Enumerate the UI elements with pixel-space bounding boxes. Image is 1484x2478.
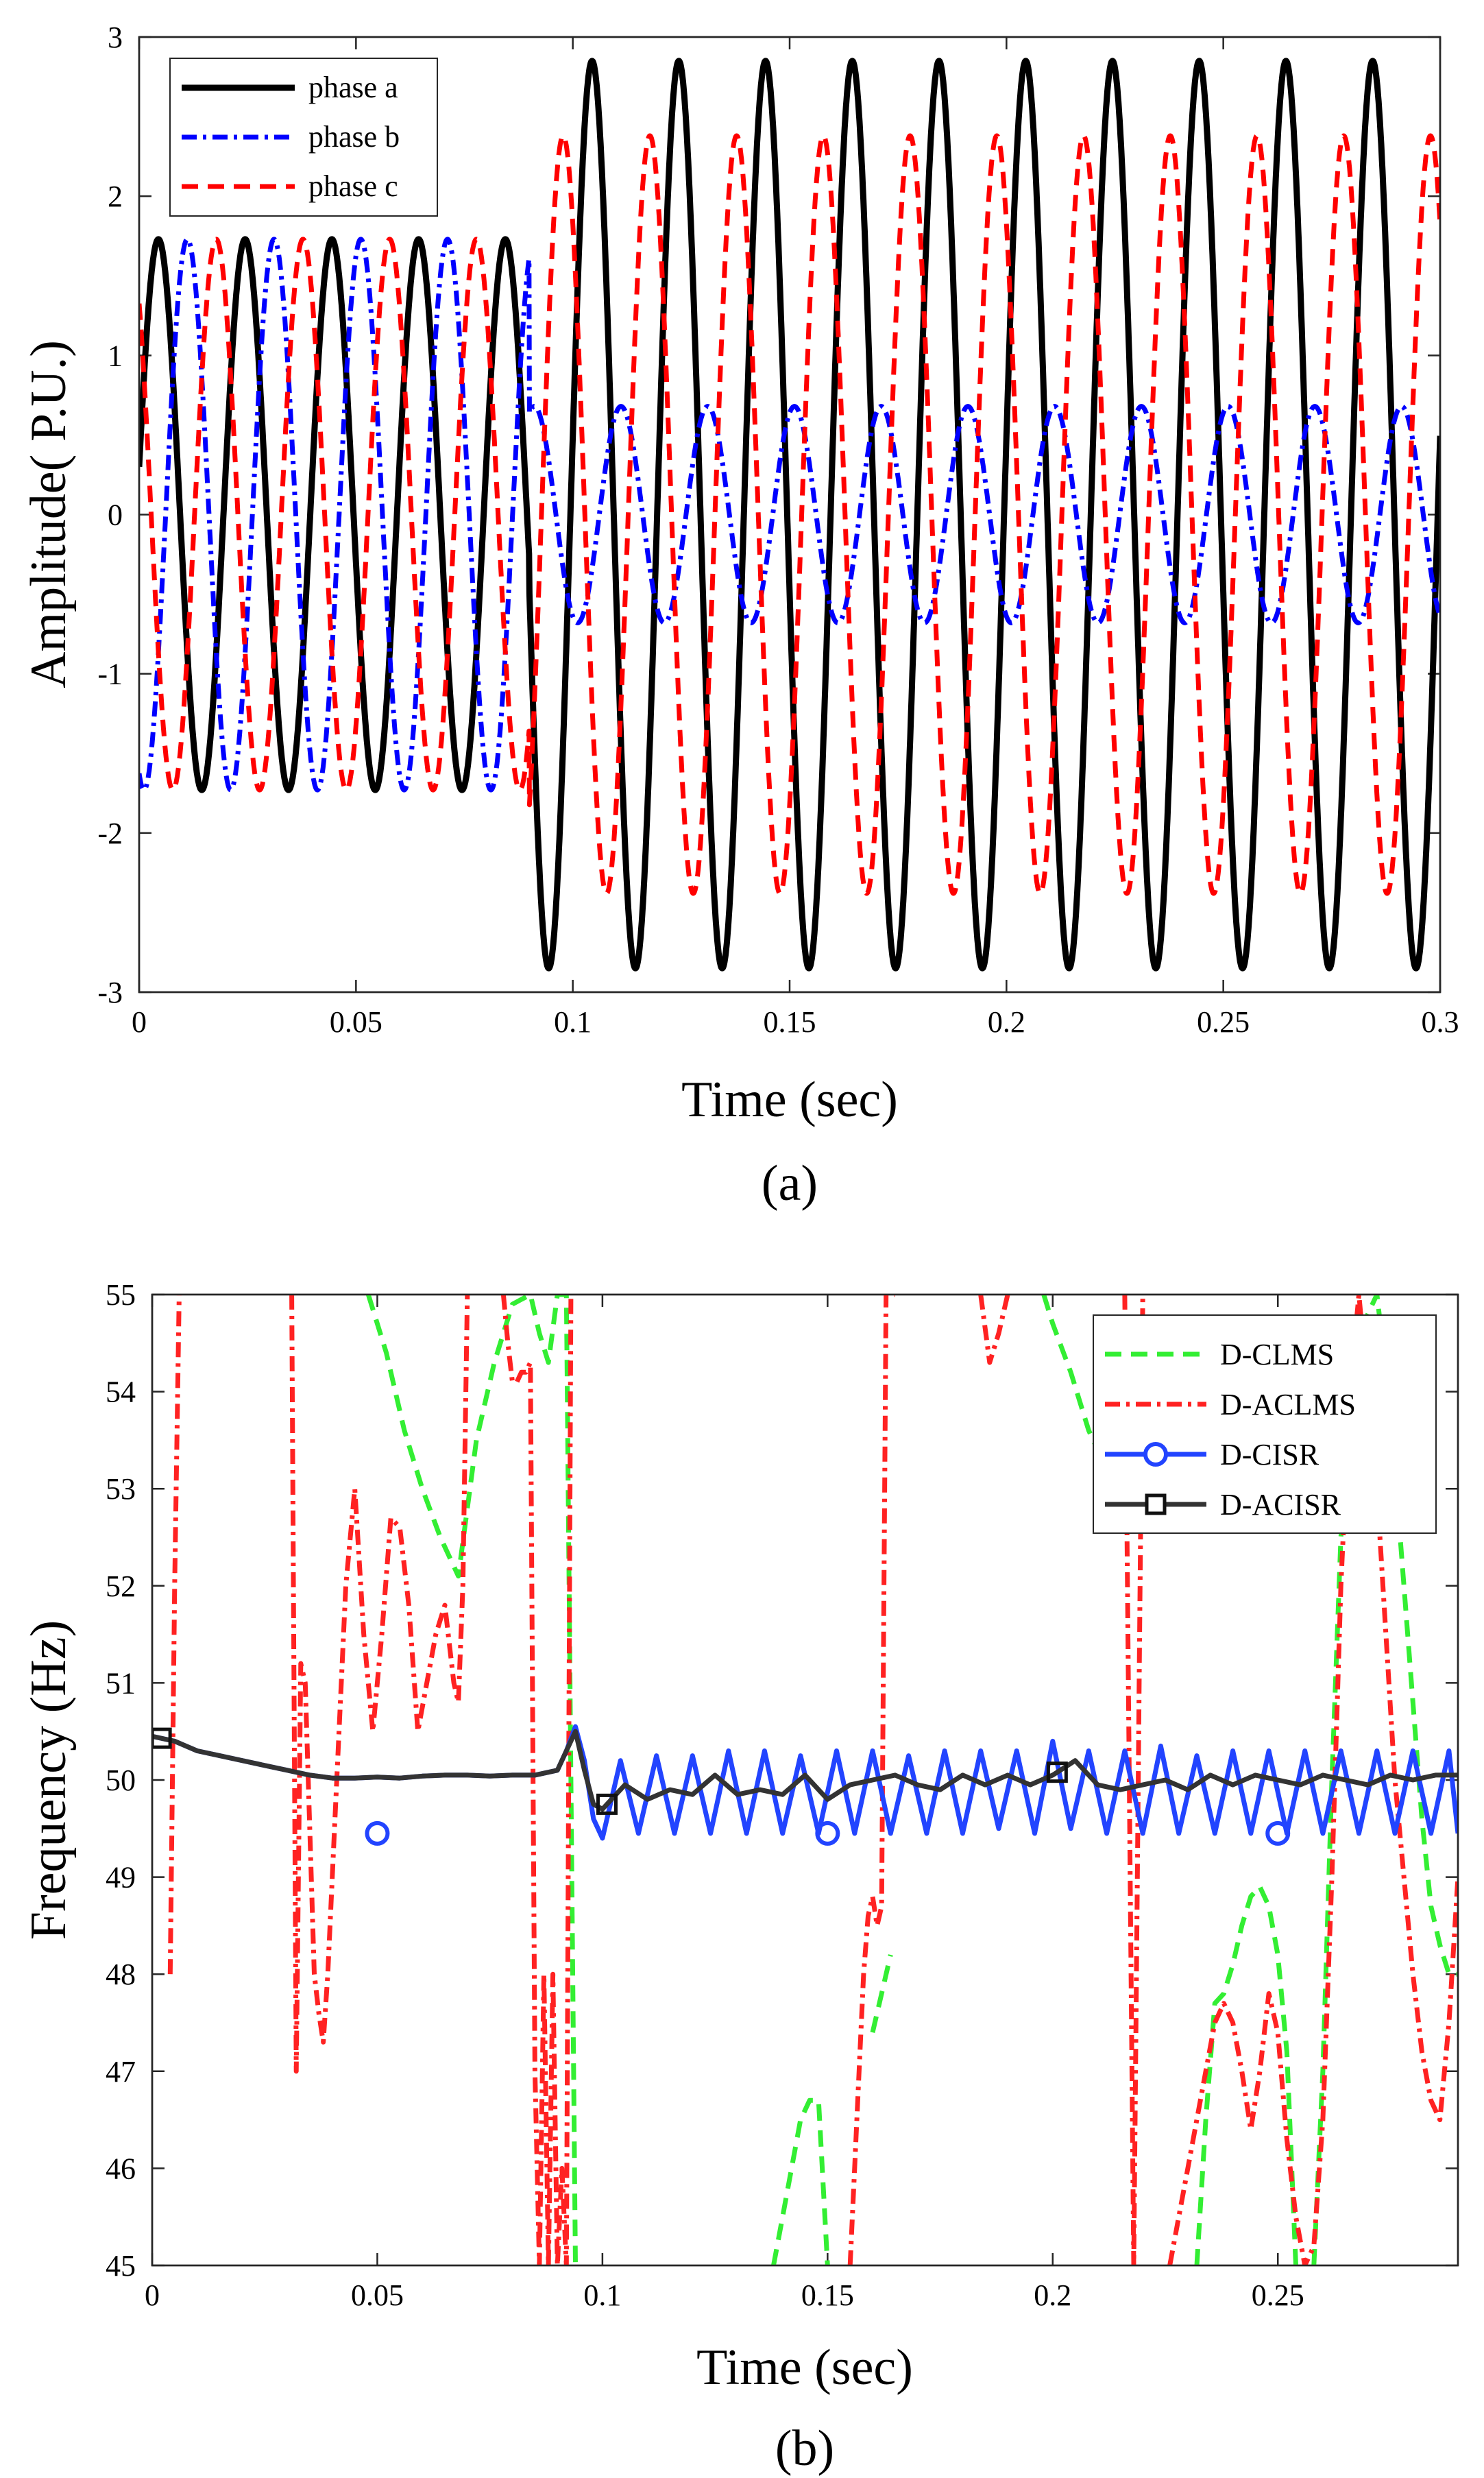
panel-a-ticks: 0 0.05 0.1 0.15 0.2 0.25 0.3 -3 -2 -1 0 1 2 3 — [97, 21, 1459, 1039]
panel-b-ytick-label: 46 — [106, 2152, 136, 2185]
marker-d-cisr — [1265, 1820, 1291, 1846]
panel-a-ytick-label: 0 — [108, 498, 123, 532]
panel-b-ytick-label: 48 — [106, 1958, 136, 1991]
panel-b-ticks: 0 0.05 0.1 0.15 0.2 0.25 45 46 47 48 49 50 51 52 53 54 5… — [106, 1278, 1458, 2312]
panel-a-xtick-label: 0.25 — [1197, 1005, 1250, 1039]
panel-a-xlabel: Time (sec) — [681, 1072, 898, 1128]
panel-b-legend: D-CLMS D-ACLMS D-CISR D-ACISR — [1093, 1314, 1437, 1534]
panel-b-xtick-label: 0.25 — [1252, 2278, 1304, 2312]
panel-a-xtick-label: 0 — [132, 1005, 147, 1039]
panel-b-xtick-label: 0.2 — [1034, 2278, 1071, 2312]
panel-a-caption: (a) — [762, 1155, 818, 1212]
panel-a-lines — [139, 58, 1440, 972]
panel-b-ytick-label: 54 — [106, 1375, 136, 1409]
panel-b-ytick-label: 45 — [106, 2249, 136, 2283]
panel-a-ytick-label: 3 — [108, 21, 123, 54]
panel-a-ytick-label: -2 — [97, 817, 123, 850]
panel-a-ytick-label: -1 — [97, 658, 123, 691]
panel-b-ytick-label: 53 — [106, 1472, 136, 1506]
series-line-d-aclms — [167, 1295, 1458, 2265]
panel-b-ytick-label: 51 — [106, 1666, 136, 1700]
panel-b-xtick-label: 0.1 — [583, 2278, 621, 2312]
legend-label-phase-a: phase a — [308, 71, 398, 104]
panel-b-frame — [151, 1293, 1459, 2267]
legend-label-d-clms: D-CLMS — [1220, 1338, 1334, 1371]
panel-b: 0 0.05 0.1 0.15 0.2 0.25 45 46 47 48 49 50 51 52 53 54 5… — [21, 1278, 1459, 2477]
panel-a-xtick-label: 0.2 — [988, 1005, 1025, 1039]
legend-label-phase-b: phase b — [308, 120, 400, 154]
panel-a-ytick-label: 2 — [108, 180, 123, 213]
marker-d-acisr — [596, 1793, 618, 1815]
panel-a-frame — [138, 36, 1442, 994]
series-line-d-acisr — [152, 1729, 1458, 1812]
panel-b-xtick-label: 0 — [145, 2278, 160, 2312]
panel-b-xtick-label: 0.05 — [351, 2278, 404, 2312]
panel-a-xtick-label: 0.05 — [330, 1005, 382, 1039]
panel-a-ytick-label: -3 — [97, 976, 123, 1009]
panel-b-ytick-label: 47 — [106, 2055, 136, 2089]
panel-b-ytick-label: 50 — [106, 1764, 136, 1797]
legend-label-d-aclms: D-ACLMS — [1220, 1388, 1356, 1421]
panel-a-legend: phase a phase b phase c — [169, 58, 438, 217]
legend-label-phase-c: phase c — [308, 169, 398, 203]
panel-b-xlabel: Time (sec) — [696, 2339, 913, 2396]
panel-b-lines — [152, 1295, 1458, 2265]
series-line-phase-c — [139, 133, 1440, 896]
legend-marker-d-acisr — [1145, 1493, 1167, 1515]
panel-b-caption: (b) — [775, 2420, 834, 2477]
panel-a-ytick-label: 1 — [108, 339, 123, 372]
panel-b-ytick-label: 55 — [106, 1278, 136, 1312]
panel-b-ylabel: Frequency (Hz) — [21, 1620, 77, 1940]
panel-a-xtick-label: 0.3 — [1422, 1005, 1459, 1039]
series-line-phase-a — [139, 58, 1440, 972]
legend-label-d-cisr: D-CISR — [1220, 1438, 1319, 1471]
panel-b-ytick-label: 52 — [106, 1569, 136, 1603]
marker-d-cisr — [815, 1820, 840, 1846]
marker-d-acisr — [1046, 1761, 1068, 1783]
panel-a-ylabel: Amplitude( P.U.) — [21, 340, 77, 688]
legend-label-d-acisr: D-ACISR — [1220, 1488, 1341, 1521]
panel-a-xtick-label: 0.1 — [554, 1005, 592, 1039]
series-line-phase-b — [139, 237, 1440, 793]
panel-b-xtick-label: 0.15 — [801, 2278, 854, 2312]
panel-b-ytick-label: 49 — [106, 1861, 136, 1894]
panel-a-xtick-label: 0.15 — [764, 1005, 816, 1039]
marker-d-cisr — [365, 1820, 390, 1846]
series-line-d-clms — [365, 1295, 1458, 2265]
panel-a: 0 0.05 0.1 0.15 0.2 0.25 0.3 -3 -2 -1 0 1 2 3 phase a… — [21, 21, 1459, 1212]
legend-marker-d-cisr — [1143, 1442, 1168, 1467]
